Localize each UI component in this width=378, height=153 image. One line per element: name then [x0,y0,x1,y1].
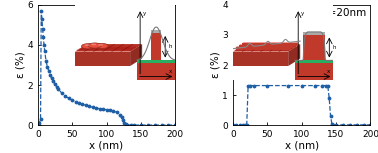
X-axis label: x (nm): x (nm) [90,141,124,151]
Y-axis label: ε (%): ε (%) [16,52,26,78]
Y-axis label: ε (%): ε (%) [211,52,221,78]
Text: h=20nm: h=20nm [126,8,171,18]
Text: h=20nm: h=20nm [321,8,366,18]
X-axis label: x (nm): x (nm) [285,141,319,151]
